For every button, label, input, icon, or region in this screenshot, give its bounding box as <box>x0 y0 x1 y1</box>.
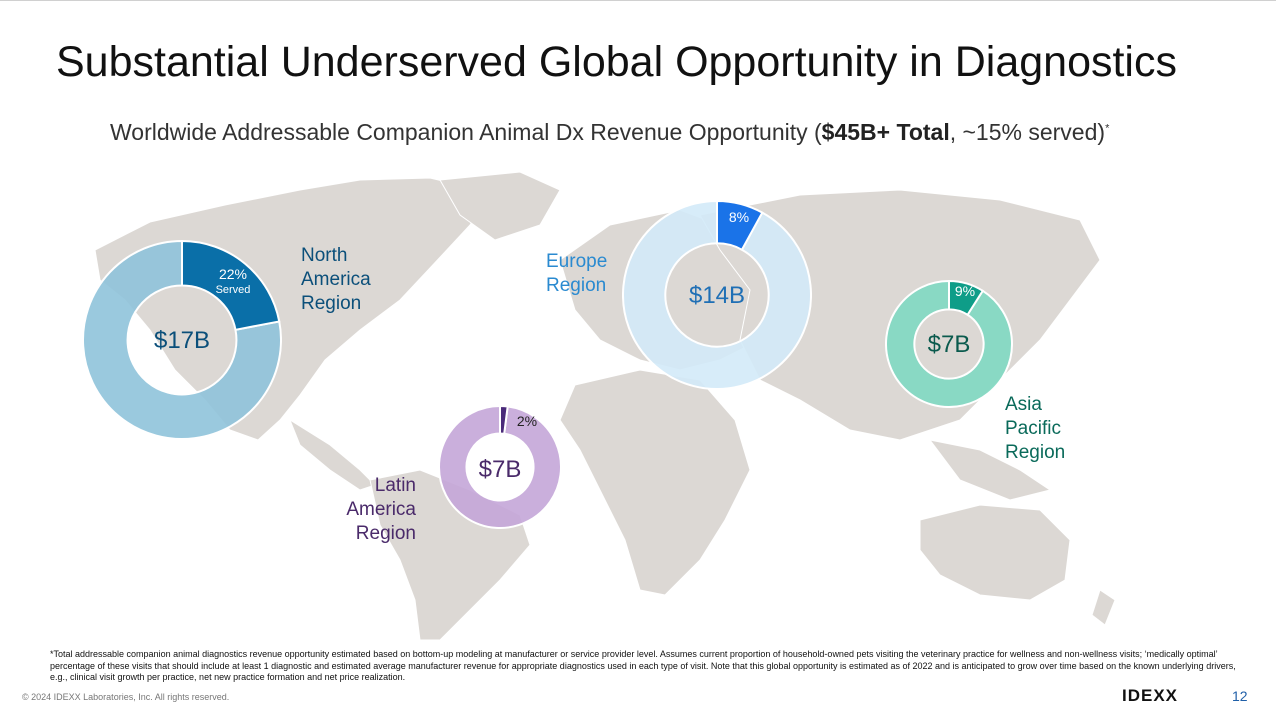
la-total-label: $7B <box>478 456 522 483</box>
ap-region-line-3: Region <box>1005 442 1066 463</box>
footnote: *Total addressable companion animal diag… <box>50 649 1236 682</box>
donut-europe <box>622 200 812 390</box>
na-served-word: Served <box>215 284 251 296</box>
idexx-logo: IDEXX <box>1122 686 1179 705</box>
ap-region-line-1: Asia <box>1005 394 1042 415</box>
map-africa <box>559 369 751 596</box>
slide-subtitle: Worldwide Addressable Companion Animal D… <box>110 119 1109 146</box>
page-number: 12 <box>1232 688 1248 704</box>
ap-unserved-slice <box>885 280 1013 408</box>
eu-unserved-slice <box>622 200 812 390</box>
na-region-line-3: Region <box>301 293 362 314</box>
la-region-line-3: Region <box>355 523 416 544</box>
subtitle-total: $45B+ Total <box>821 119 950 145</box>
copyright: © 2024 IDEXX Laboratories, Inc. All righ… <box>22 692 230 702</box>
eu-region-line-2: Region <box>546 275 607 296</box>
na-served-slice <box>181 240 281 331</box>
map-southeast-asia <box>928 439 1052 501</box>
na-region-line-1: North <box>301 245 348 266</box>
eu-served-slice <box>716 200 764 252</box>
la-unserved-slice <box>438 405 562 529</box>
donut-asia-pacific <box>885 280 1013 408</box>
ap-total-label: $7B <box>927 331 971 358</box>
na-served-pct: 22% <box>218 266 248 282</box>
top-rule <box>0 0 1276 1</box>
eu-total-label: $14B <box>688 282 746 309</box>
donut-north-america <box>82 240 282 440</box>
la-region-line-1: Latin <box>374 475 416 496</box>
subtitle-prefix: Worldwide Addressable Companion Animal D… <box>110 119 822 145</box>
subtitle-suffix: , ~15% served) <box>949 119 1106 145</box>
ap-region-label: Asia Pacific Region <box>1005 393 1065 465</box>
na-unserved-slice <box>82 240 282 440</box>
la-served-pct: 2% <box>516 413 538 429</box>
la-served-slice <box>499 405 509 435</box>
eu-region-line-1: Europe <box>546 251 608 272</box>
donut-latin-america <box>438 405 562 529</box>
ap-region-line-2: Pacific <box>1005 418 1061 439</box>
map-central-america <box>288 418 376 491</box>
na-region-line-2: America <box>301 269 371 290</box>
na-region-label: North America Region <box>301 244 371 316</box>
slide-title: Substantial Underserved Global Opportuni… <box>56 38 1177 86</box>
eu-served-pct: 8% <box>728 209 750 225</box>
la-region-label: Latin America Region <box>336 474 416 546</box>
map-greenland <box>439 171 561 241</box>
map-australia <box>919 504 1071 601</box>
ap-served-pct: 9% <box>954 283 976 299</box>
eu-region-label: Europe Region <box>546 250 607 298</box>
map-new-zealand <box>1091 589 1116 626</box>
subtitle-footnote-mark: * <box>1105 122 1110 135</box>
ap-served-slice <box>948 280 985 317</box>
la-region-line-2: America <box>346 499 416 520</box>
na-total-label: $17B <box>153 327 211 354</box>
